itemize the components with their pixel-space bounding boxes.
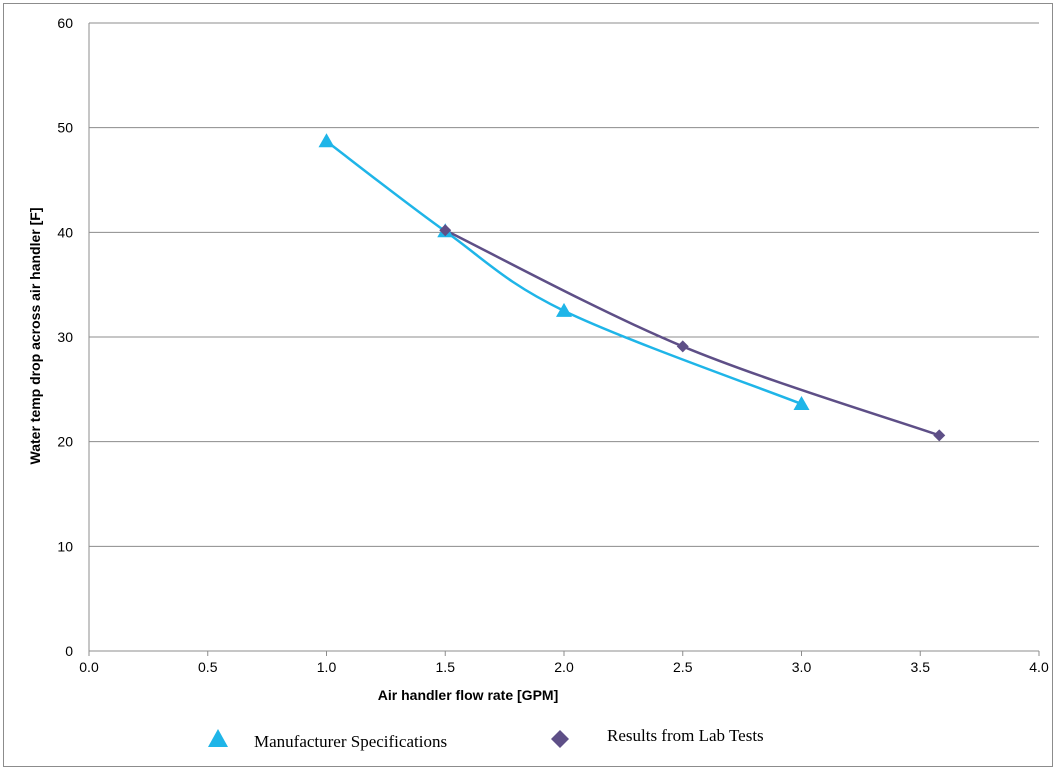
data-point-series-1 xyxy=(318,133,335,148)
data-point-series-1 xyxy=(556,302,572,317)
gridlines xyxy=(89,22,1039,547)
x-tick-label: 2.5 xyxy=(673,659,693,675)
tick-labels: 0 10 20 30 40 50 60 0.0 0.5 1.0 1.5 2.0 2.5 3.0 3.5 4.0 xyxy=(57,15,1049,675)
x-tick-label: 1.0 xyxy=(317,659,337,675)
y-tick-label: 60 xyxy=(57,15,73,31)
data-point-series-2 xyxy=(933,429,946,442)
data-point-series-1 xyxy=(793,395,810,410)
legend-marker-triangle xyxy=(208,729,228,747)
series-markers xyxy=(318,133,946,442)
y-tick-label: 30 xyxy=(57,329,73,345)
x-tick-label: 1.5 xyxy=(436,659,456,675)
chart-area: 0 10 20 30 40 50 60 0.0 0.5 1.0 1.5 2.0 2.5 3.0 3.5 4.0… xyxy=(3,3,1053,767)
x-tick-label: 2.0 xyxy=(554,659,574,675)
legend-marker-diamond xyxy=(551,730,569,748)
legend: Manufacturer Specifications Results from … xyxy=(208,726,764,751)
data-point-series-2 xyxy=(676,340,689,353)
x-axis-label: Air handler flow rate [GPM] xyxy=(378,687,558,703)
y-tick-label: 10 xyxy=(57,538,73,554)
y-tick-label: 0 xyxy=(65,643,73,659)
x-tick-label: 3.0 xyxy=(792,659,812,675)
y-axis-label: Water temp drop across air handler [F] xyxy=(27,208,43,465)
data-point-series-2 xyxy=(439,224,452,237)
x-tick-label: 4.0 xyxy=(1029,659,1049,675)
legend-label: Manufacturer Specifications xyxy=(254,732,447,751)
y-tick-label: 20 xyxy=(57,434,73,450)
series-line-1 xyxy=(325,140,802,406)
y-tick-label: 40 xyxy=(57,224,73,240)
legend-label: Results from Lab Tests xyxy=(607,726,764,745)
axes xyxy=(88,23,1040,656)
series-line-2 xyxy=(444,229,940,437)
x-tick-label: 3.5 xyxy=(911,659,931,675)
series-lines xyxy=(325,140,940,437)
x-tick-label: 0.5 xyxy=(198,659,218,675)
x-tick-label: 0.0 xyxy=(79,659,99,675)
y-tick-label: 50 xyxy=(57,120,73,136)
chart: 0 10 20 30 40 50 60 0.0 0.5 1.0 1.5 2.0 2.5 3.0 3.5 4.0… xyxy=(27,15,1049,751)
